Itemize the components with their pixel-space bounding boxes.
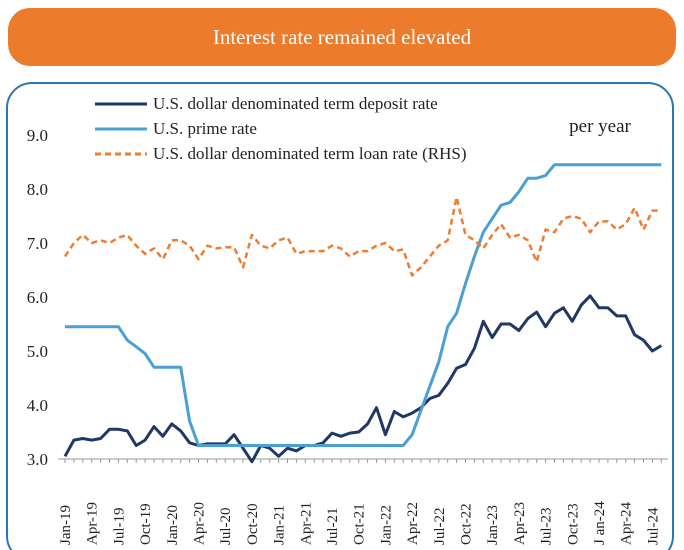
x-tick-label: Jul-24 <box>645 507 661 545</box>
legend-label: U.S. prime rate <box>153 119 257 138</box>
x-tick-label: Jul-22 <box>432 508 448 546</box>
x-tick-label: Jul-19 <box>111 508 127 546</box>
annotation: per year <box>569 116 631 137</box>
legend-swatch <box>95 102 147 106</box>
x-tick-label: Jan-23 <box>485 505 501 545</box>
y-tick-label: 9.0 <box>27 126 48 145</box>
legend-swatch <box>95 127 147 131</box>
x-tick-label: Apr-23 <box>512 502 528 545</box>
series-line <box>65 163 662 447</box>
y-tick-label: 6.0 <box>27 288 48 307</box>
legend: U.S. dollar denominated term deposit rat… <box>95 92 535 167</box>
x-tick-label: Apr-19 <box>85 502 101 545</box>
chart-title: Interest rate remained elevated <box>8 8 676 66</box>
legend-item: U.S. prime rate <box>95 117 535 140</box>
x-tick-label: Apr-21 <box>298 502 314 545</box>
x-tick-label: Oct-19 <box>138 503 154 545</box>
y-tick-label: 4.0 <box>27 396 48 415</box>
x-tick-label: Jan-22 <box>378 505 394 545</box>
x-tick-label: Apr-22 <box>405 502 421 545</box>
legend-label: U.S. dollar denominated term deposit rat… <box>153 94 438 113</box>
x-tick-label: Jan-19 <box>58 505 74 545</box>
legend-item: U.S. dollar denominated term deposit rat… <box>95 92 535 115</box>
legend-swatch <box>95 152 147 156</box>
legend-label: U.S. dollar denominated term loan rate (… <box>153 144 467 163</box>
x-tick-label: Oct-21 <box>352 503 368 545</box>
y-tick-label: 5.0 <box>27 342 48 361</box>
series-line <box>63 294 663 464</box>
x-tick-label: Apr-24 <box>619 501 635 545</box>
x-tick-label: J an-24 <box>592 501 608 545</box>
series-line <box>63 195 662 277</box>
x-tick-label: Jul-21 <box>325 508 341 546</box>
chart-frame <box>6 82 674 550</box>
x-tick-label: Oct-20 <box>245 503 261 545</box>
y-tick-label: 7.0 <box>27 234 48 253</box>
x-tick-label: Oct-22 <box>459 503 475 545</box>
y-tick-label: 3.0 <box>27 450 48 469</box>
x-tick-label: Jan-20 <box>165 505 181 545</box>
x-tick-label: Jul-20 <box>218 508 234 546</box>
x-tick-label: Oct-23 <box>565 503 581 545</box>
x-tick-label: Jul-23 <box>539 508 555 546</box>
y-tick-label: 8.0 <box>27 180 48 199</box>
legend-item: U.S. dollar denominated term loan rate (… <box>95 142 535 165</box>
x-tick-label: Apr-20 <box>192 502 208 545</box>
x-tick-label: Jan-21 <box>272 505 288 545</box>
